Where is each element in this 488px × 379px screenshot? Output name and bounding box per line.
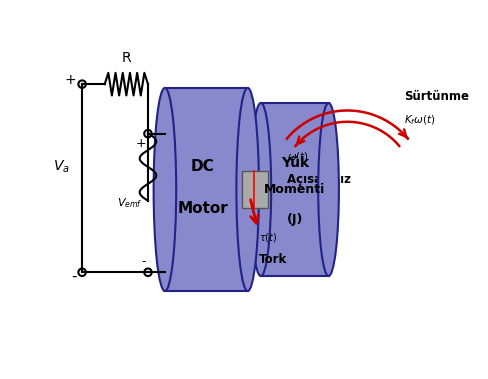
Text: Momenti: Momenti bbox=[264, 183, 325, 196]
Polygon shape bbox=[261, 103, 328, 276]
Ellipse shape bbox=[318, 103, 339, 276]
Text: Yük: Yük bbox=[281, 156, 309, 170]
Text: Tork: Tork bbox=[259, 254, 287, 266]
Text: +: + bbox=[65, 74, 77, 88]
Text: (J): (J) bbox=[286, 213, 303, 226]
Text: $V_{emf}$: $V_{emf}$ bbox=[117, 196, 142, 210]
Text: $K_f\omega(t)$: $K_f\omega(t)$ bbox=[404, 114, 436, 127]
Text: Motor: Motor bbox=[177, 201, 228, 216]
Text: -: - bbox=[71, 269, 77, 283]
Text: Açısal Hız: Açısal Hız bbox=[287, 172, 351, 186]
Ellipse shape bbox=[236, 88, 259, 291]
Text: +: + bbox=[136, 138, 146, 150]
Text: -: - bbox=[142, 255, 146, 268]
Text: R: R bbox=[122, 51, 131, 65]
Polygon shape bbox=[165, 88, 248, 291]
Text: $V_a$: $V_a$ bbox=[53, 159, 70, 175]
Text: L: L bbox=[161, 160, 169, 174]
Text: $\tau(t)$: $\tau(t)$ bbox=[259, 231, 277, 244]
Bar bbox=[242, 171, 268, 208]
Text: $\omega(t)$: $\omega(t)$ bbox=[287, 150, 309, 163]
Ellipse shape bbox=[154, 88, 176, 291]
Text: DC: DC bbox=[191, 160, 214, 174]
Text: Sürtünme: Sürtünme bbox=[404, 90, 469, 103]
Ellipse shape bbox=[250, 103, 271, 276]
